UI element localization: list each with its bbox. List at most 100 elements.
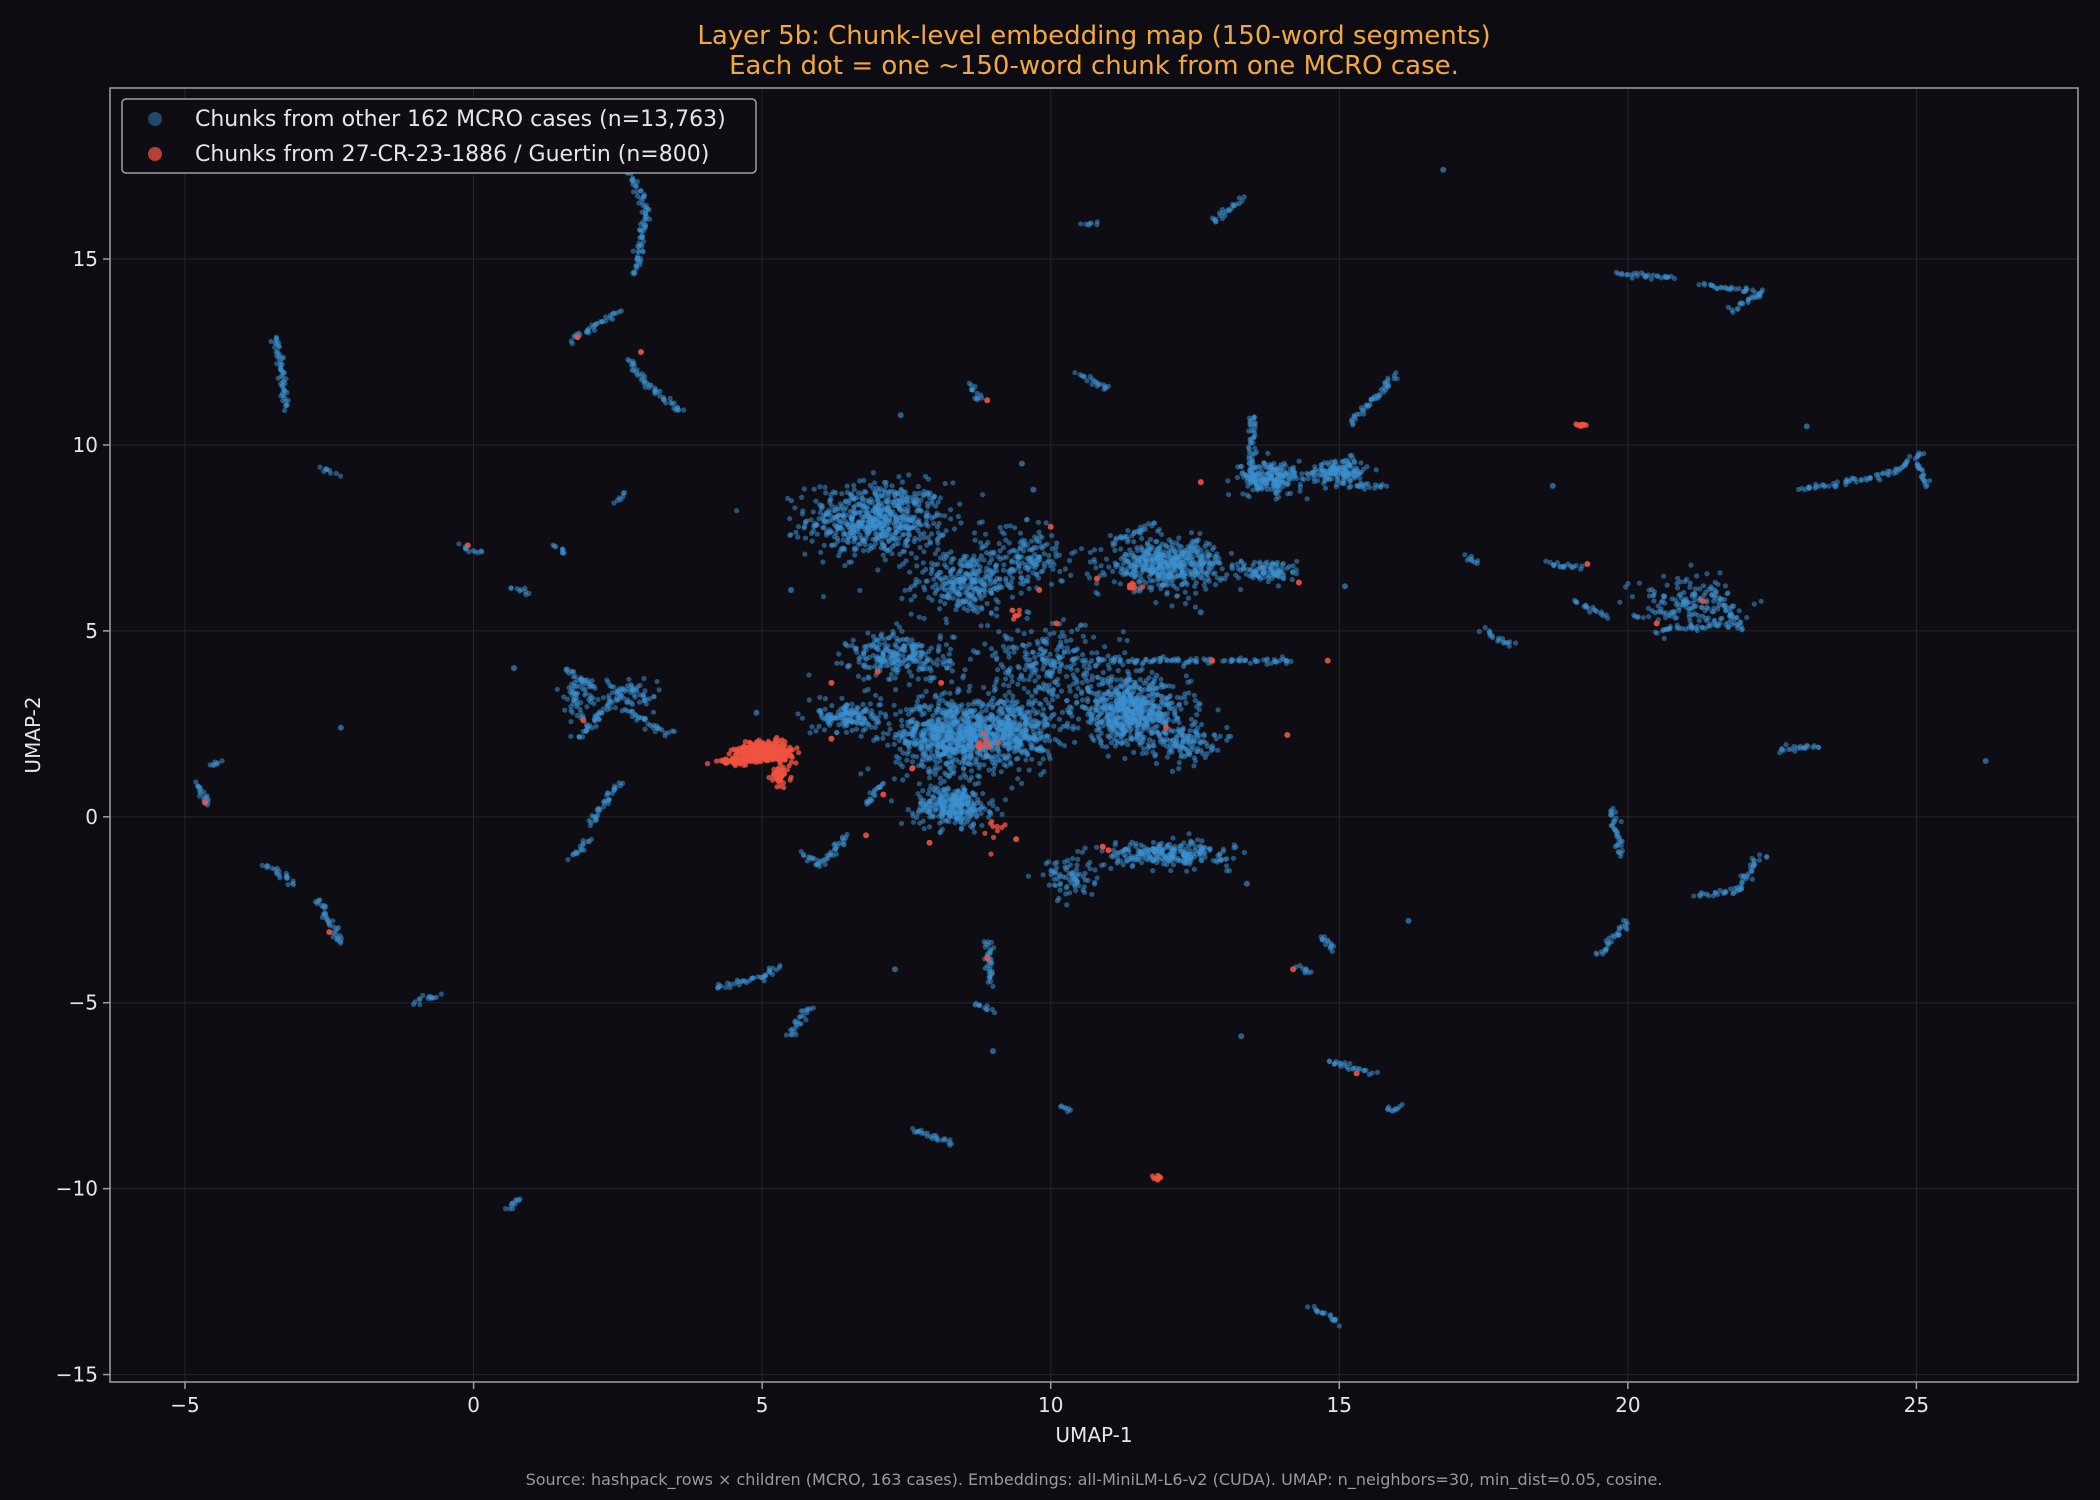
point-other-cases (872, 522, 878, 529)
point-other-cases (1095, 591, 1101, 597)
point-other-cases (977, 722, 983, 729)
point-other-cases (1037, 760, 1043, 767)
point-other-cases (1305, 475, 1311, 482)
point-other-cases (1187, 572, 1193, 578)
point-other-cases (846, 662, 853, 669)
point-other-cases (883, 513, 889, 520)
point-other-cases (947, 646, 954, 652)
point-other-cases (1010, 697, 1016, 704)
point-other-cases (947, 802, 953, 808)
point-other-cases (1040, 666, 1046, 672)
point-other-cases (1177, 857, 1183, 864)
point-other-cases (1149, 570, 1155, 576)
point-other-cases (832, 522, 838, 528)
point-other-cases (1117, 636, 1123, 643)
point-other-cases (1167, 693, 1173, 699)
point-other-cases (1053, 883, 1059, 889)
point-other-cases (1075, 716, 1082, 722)
point-other-cases (1000, 710, 1006, 716)
point-other-cases (1179, 581, 1185, 588)
point-other-cases (949, 759, 956, 765)
point-other-cases (852, 552, 858, 558)
point-other-cases (902, 587, 908, 593)
point-other-cases (1140, 548, 1146, 554)
point-other-cases (1040, 681, 1047, 687)
point-other-cases (1155, 706, 1161, 712)
point-other-cases (818, 549, 824, 555)
point-other-cases (1019, 715, 1025, 721)
point-other-cases (942, 513, 948, 519)
point-other-cases (1164, 560, 1170, 567)
point-other-cases (939, 593, 945, 599)
point-other-cases (967, 732, 973, 739)
point-other-cases (909, 810, 916, 816)
point-other-cases (1096, 727, 1102, 733)
point-other-cases (1118, 740, 1124, 746)
point-other-cases (1093, 844, 1100, 850)
point-other-cases (1194, 712, 1200, 718)
point-other-cases (970, 576, 976, 583)
point-other-cases (1283, 481, 1289, 487)
point-other-cases (1149, 712, 1155, 718)
point-other-cases (858, 771, 864, 777)
point-other-cases (881, 487, 888, 493)
point-other-cases (846, 535, 852, 541)
point-other-cases (1203, 586, 1209, 592)
point-other-cases (913, 555, 919, 561)
point-other-cases (1028, 628, 1034, 635)
point-other-cases (942, 751, 948, 757)
point-other-cases (1281, 576, 1287, 582)
point-other-cases (1149, 669, 1155, 675)
point-other-cases (990, 771, 997, 777)
point-other-cases (957, 738, 963, 744)
point-other-cases (926, 725, 932, 731)
point-other-cases (885, 731, 891, 737)
point-other-cases (974, 609, 981, 615)
point-other-cases (958, 825, 965, 831)
point-other-cases (840, 527, 846, 533)
point-other-cases (896, 662, 903, 668)
point-other-cases (1114, 691, 1120, 697)
point-other-cases (1216, 555, 1222, 561)
point-other-cases (998, 705, 1004, 711)
point-other-cases (950, 736, 956, 742)
point-other-cases (1081, 889, 1087, 895)
point-other-cases (807, 730, 813, 736)
point-other-cases (788, 498, 795, 504)
point-other-cases (1199, 847, 1205, 853)
point-other-cases (1373, 467, 1379, 473)
point-other-cases (1106, 564, 1112, 570)
point-other-cases (1085, 862, 1091, 868)
point-other-cases (936, 643, 942, 649)
point-other-cases (959, 585, 965, 591)
point-other-cases (929, 565, 935, 571)
point-other-cases (1139, 535, 1145, 542)
point-other-cases (975, 780, 982, 786)
point-other-cases (896, 506, 902, 512)
point-other-cases (1172, 710, 1178, 716)
point-other-cases (968, 725, 974, 731)
point-other-cases (1110, 847, 1116, 853)
point-other-cases (1144, 562, 1150, 568)
point-other-cases (1009, 678, 1015, 685)
point-other-cases (965, 702, 972, 708)
point-other-cases (1040, 756, 1046, 762)
point-other-cases (1123, 706, 1129, 712)
point-other-cases (856, 659, 862, 665)
point-other-cases (1047, 756, 1053, 762)
point-other-cases (1142, 686, 1148, 693)
point-other-cases (1188, 541, 1194, 547)
point-other-cases (820, 559, 826, 565)
point-other-cases (849, 727, 855, 734)
point-other-cases (1018, 590, 1024, 596)
point-other-cases (1006, 746, 1012, 752)
point-other-cases (1249, 572, 1255, 578)
point-other-cases (1074, 862, 1080, 868)
point-other-cases (950, 634, 956, 640)
point-other-cases (964, 811, 970, 817)
point-other-cases (985, 690, 992, 697)
point-other-cases (878, 710, 884, 716)
point-other-cases (1006, 683, 1012, 689)
point-other-cases (923, 676, 929, 682)
